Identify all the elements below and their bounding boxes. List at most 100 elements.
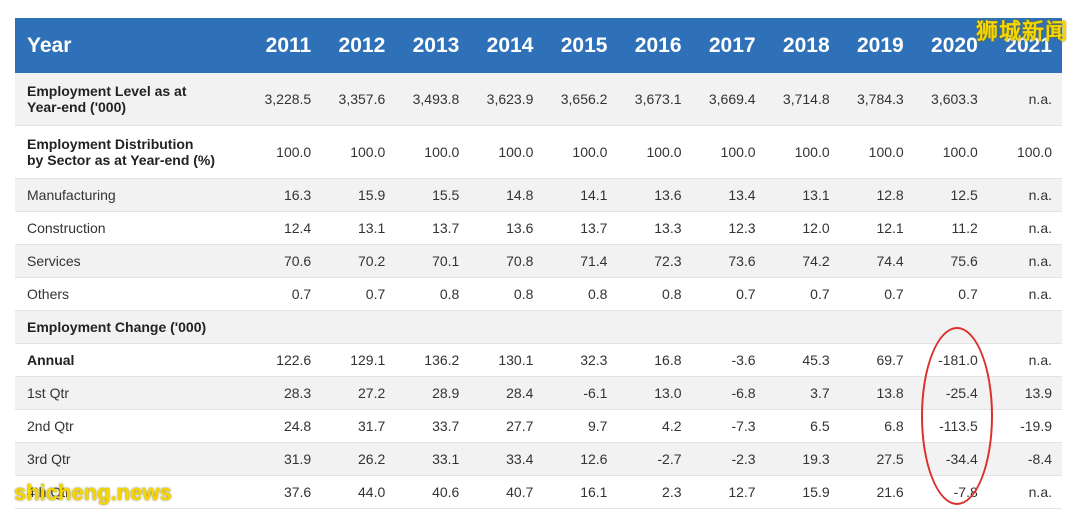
- value-cell: -8.4: [987, 442, 1062, 476]
- value-cell: 12.6: [543, 442, 618, 476]
- value-cell: 0.7: [691, 277, 766, 311]
- value-cell: 3,228.5: [247, 73, 322, 126]
- header-year: 2015: [543, 18, 618, 73]
- value-cell: -3.6: [691, 343, 766, 377]
- value-cell: 12.7: [691, 475, 766, 509]
- value-cell: n.a.: [987, 277, 1062, 311]
- value-cell: 69.7: [839, 343, 914, 377]
- row-label-line: Services: [27, 253, 81, 269]
- value-cell: 28.4: [469, 376, 544, 410]
- value-cell: 13.9: [987, 376, 1062, 410]
- value-cell: 3,357.6: [321, 73, 396, 126]
- value-cell: 72.3: [617, 244, 692, 278]
- value-cell: [395, 310, 470, 344]
- value-cell: 13.1: [321, 211, 396, 245]
- header-year: 2018: [765, 18, 840, 73]
- value-cell: 32.3: [543, 343, 618, 377]
- value-cell: 14.8: [469, 178, 544, 212]
- header-year: 2020: [913, 18, 988, 73]
- table-row: 2nd Qtr 24.8 31.7 33.7 27.7 9.7 4.2 -7.3 6.5 6.8 -…: [15, 409, 1062, 443]
- value-cell: 3,603.3: [913, 73, 988, 126]
- row-label-line: 2nd Qtr: [27, 418, 74, 434]
- row-label-line: 4th Qtr: [27, 484, 70, 500]
- value-cell: 130.1: [469, 343, 544, 377]
- table-row: Employment Change ('000): [15, 310, 1062, 344]
- table-row: Manufacturing 16.3 15.9 15.5 14.8 14.1 13.6 13.…: [15, 178, 1062, 212]
- value-cell: 100.0: [321, 125, 396, 179]
- table-row: Annual 122.6 129.1 136.2 130.1 32.3 16.8 -3.6 45…: [15, 343, 1062, 377]
- value-cell: -6.1: [543, 376, 618, 410]
- value-cell: 33.7: [395, 409, 470, 443]
- value-cell: 100.0: [395, 125, 470, 179]
- row-label: Annual: [15, 343, 248, 377]
- value-cell: 9.7: [543, 409, 618, 443]
- value-cell: [987, 310, 1062, 344]
- value-cell: 3.7: [765, 376, 840, 410]
- value-cell: 100.0: [469, 125, 544, 179]
- value-cell: 2.3: [617, 475, 692, 509]
- row-label-line: Manufacturing: [27, 187, 116, 203]
- value-cell: 0.8: [469, 277, 544, 311]
- value-cell: -19.9: [987, 409, 1062, 443]
- row-label: Employment Level as at Year-end ('000): [15, 73, 248, 126]
- value-cell: 71.4: [543, 244, 618, 278]
- value-cell: -6.8: [691, 376, 766, 410]
- value-cell: -2.7: [617, 442, 692, 476]
- value-cell: 27.7: [469, 409, 544, 443]
- value-cell: 4.2: [617, 409, 692, 443]
- value-cell: 12.8: [839, 178, 914, 212]
- watermark-bottom: shicheng.news: [14, 480, 172, 505]
- header-row: Year 2011 2012 2013 2014 2015 2016 2017 …: [15, 18, 1062, 73]
- value-cell: 15.9: [765, 475, 840, 509]
- value-cell: 0.8: [617, 277, 692, 311]
- value-cell: 0.7: [321, 277, 396, 311]
- header-year-label: Year: [15, 18, 248, 73]
- value-cell: -2.3: [691, 442, 766, 476]
- row-label: 2nd Qtr: [15, 409, 248, 443]
- header-year: 2021: [987, 18, 1062, 73]
- value-cell: 3,493.8: [395, 73, 470, 126]
- value-cell: 31.7: [321, 409, 396, 443]
- header-year: 2011: [247, 18, 322, 73]
- value-cell: 21.6: [839, 475, 914, 509]
- row-label: Others: [15, 277, 248, 311]
- value-cell: 70.6: [247, 244, 322, 278]
- value-cell: 11.2: [913, 211, 988, 245]
- value-cell: [839, 310, 914, 344]
- row-label: 3rd Qtr: [15, 442, 248, 476]
- value-cell: 100.0: [987, 125, 1062, 179]
- header-year: 2013: [395, 18, 470, 73]
- table-row: 4th Qtr 37.6 44.0 40.6 40.7 16.1 2.3 12.7 15.9 21…: [15, 475, 1062, 509]
- value-cell: [247, 310, 322, 344]
- value-cell: 100.0: [839, 125, 914, 179]
- row-label-line: Others: [27, 286, 70, 302]
- value-cell: 74.2: [765, 244, 840, 278]
- value-cell: 26.2: [321, 442, 396, 476]
- value-cell: 45.3: [765, 343, 840, 377]
- row-label-line: 1st Qtr: [27, 385, 70, 401]
- value-cell: 3,669.4: [691, 73, 766, 126]
- value-cell: 100.0: [691, 125, 766, 179]
- table-row: Construction 12.4 13.1 13.7 13.6 13.7 13.3 12.3…: [15, 211, 1062, 245]
- value-cell: 24.8: [247, 409, 322, 443]
- table-row: Employment Level as at Year-end ('000) 3,2…: [15, 73, 1062, 126]
- row-label-line: Employment Level as at: [27, 83, 187, 99]
- value-cell: [543, 310, 618, 344]
- value-cell: 28.9: [395, 376, 470, 410]
- value-cell: 100.0: [247, 125, 322, 179]
- value-cell: 70.8: [469, 244, 544, 278]
- header-year: 2019: [839, 18, 914, 73]
- value-cell: 13.7: [543, 211, 618, 245]
- value-cell: 28.3: [247, 376, 322, 410]
- value-cell: 129.1: [321, 343, 396, 377]
- table-row: Services 70.6 70.2 70.1 70.8 71.4 72.3 73.6 74.2…: [15, 244, 1062, 278]
- value-cell: 136.2: [395, 343, 470, 377]
- value-cell: 74.4: [839, 244, 914, 278]
- value-cell: 13.1: [765, 178, 840, 212]
- value-cell: 13.8: [839, 376, 914, 410]
- value-cell: 13.0: [617, 376, 692, 410]
- value-cell: 31.9: [247, 442, 322, 476]
- value-cell: 100.0: [765, 125, 840, 179]
- row-label: Services: [15, 244, 248, 278]
- value-cell: 6.5: [765, 409, 840, 443]
